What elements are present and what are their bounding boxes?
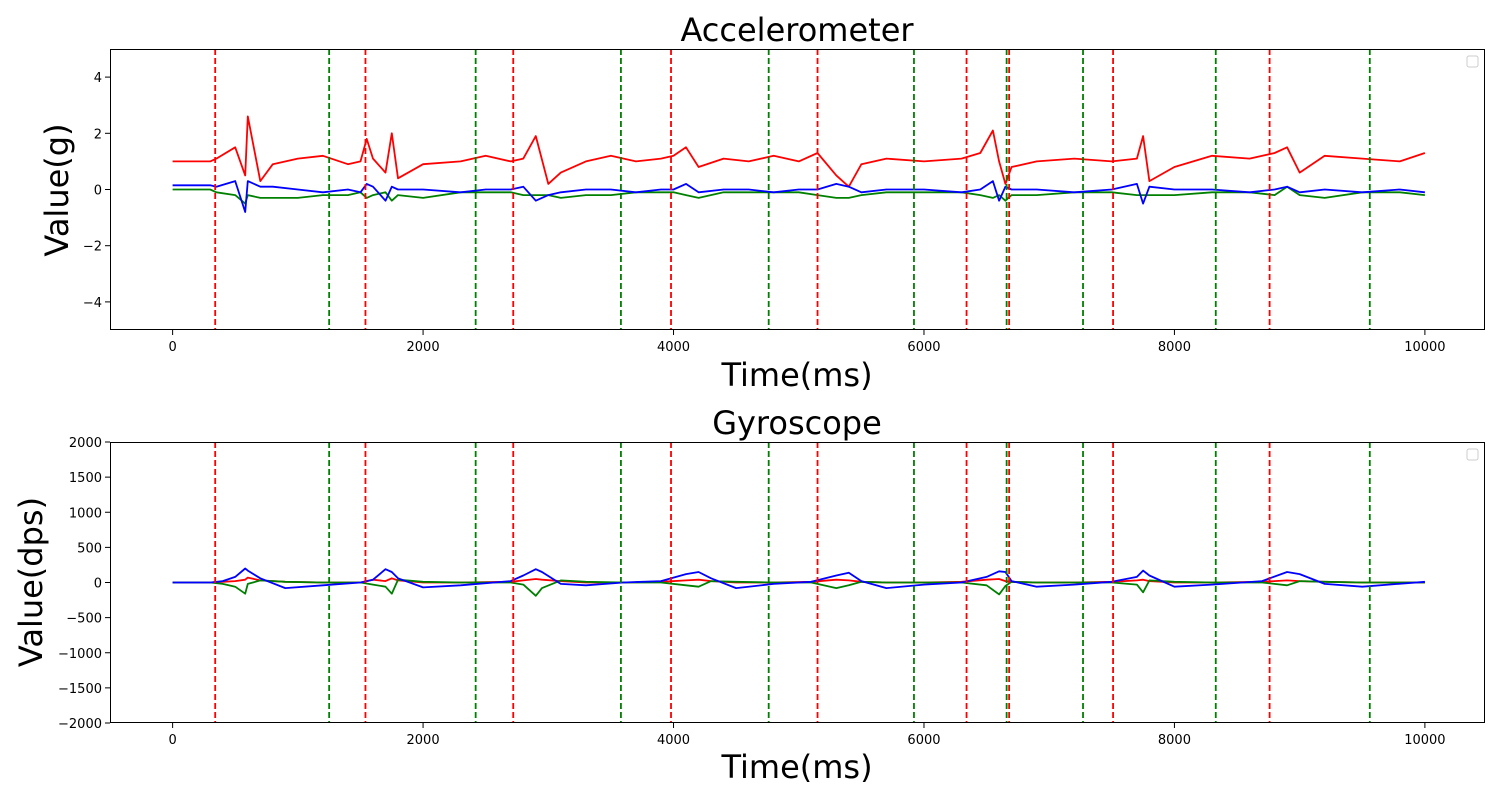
gyroscope-y-tick-label: 0 (94, 577, 102, 592)
gyroscope-blue-series (172, 567, 1425, 589)
gyroscope-x-tick-label: 6000 (907, 733, 940, 748)
gyroscope-y-tick-label: 2000 (69, 436, 102, 451)
gyroscope-plot-frame (110, 442, 1485, 723)
accelerometer-y-tick-label: −4 (83, 296, 102, 311)
gyroscope-y-tick-label: −1000 (58, 647, 102, 662)
gyroscope-x-axis-label: Time(ms) (720, 748, 872, 786)
gyroscope-x-tick-label: 2000 (407, 733, 440, 748)
accelerometer-marks (172, 49, 1426, 330)
gyroscope-marks (172, 442, 1425, 723)
accelerometer-x-tick-label: 10000 (1404, 340, 1445, 355)
accelerometer-y-tick-label: 0 (94, 184, 102, 199)
gyroscope-x-tick-label: 4000 (657, 733, 690, 748)
accelerometer-y-tick-label: 4 (94, 71, 102, 86)
accelerometer-subplot: Accelerometer 0 2000 4000 6000 8000 10000 −4−… (38, 11, 1485, 394)
gyroscope-title: Gyroscope (712, 404, 882, 442)
accelerometer-red-series (172, 115, 1426, 188)
accelerometer-x-tick-label: 4000 (657, 340, 690, 355)
gyroscope-subplot: Gyroscope 0 2000 4000 6000 8000 10000 −2000−1… (12, 404, 1485, 786)
accelerometer-x-tick-label: 0 (168, 340, 176, 355)
gyroscope-y-tick-label: 1000 (69, 506, 102, 521)
accelerometer-y-tick-label: −2 (83, 240, 102, 255)
gyroscope-y-ticks: −2000 −1500 −1000 −500 0 500 1000 1500 2000 (58, 436, 110, 732)
gyroscope-x-ticks: 0 2000 4000 6000 8000 10000 (168, 723, 1446, 748)
accelerometer-y-tick-label: 2 (94, 127, 102, 142)
accelerometer-title: Accelerometer (680, 11, 914, 49)
accelerometer-x-tick-label: 2000 (407, 340, 440, 355)
gyroscope-y-tick-label: −2000 (58, 717, 102, 732)
accelerometer-x-tick-label: 8000 (1158, 340, 1191, 355)
gyroscope-x-tick-label: 10000 (1404, 733, 1445, 748)
gyroscope-y-tick-label: 1500 (69, 471, 102, 486)
gyroscope-y-tick-label: 500 (77, 541, 102, 556)
gyroscope-x-tick-label: 8000 (1158, 733, 1191, 748)
accelerometer-x-tick-label: 6000 (907, 340, 940, 355)
gyroscope-legend[interactable] (1466, 448, 1479, 461)
accelerometer-legend[interactable] (1466, 55, 1479, 68)
gyroscope-y-tick-label: −500 (66, 612, 102, 627)
accelerometer-plot-frame (110, 49, 1485, 330)
gyroscope-y-tick-label: −1500 (58, 682, 102, 697)
gyroscope-x-tick-label: 0 (168, 733, 176, 748)
accelerometer-y-axis-label: Value(g) (38, 123, 76, 256)
accelerometer-x-axis-label: Time(ms) (720, 356, 872, 394)
accelerometer-x-ticks: 0 2000 4000 6000 8000 10000 (168, 330, 1446, 355)
gyroscope-y-axis-label: Value(dps) (12, 497, 50, 667)
accelerometer-blue-series (172, 180, 1425, 213)
accelerometer-y-ticks: −4 −2 0 2 4 (83, 71, 110, 311)
